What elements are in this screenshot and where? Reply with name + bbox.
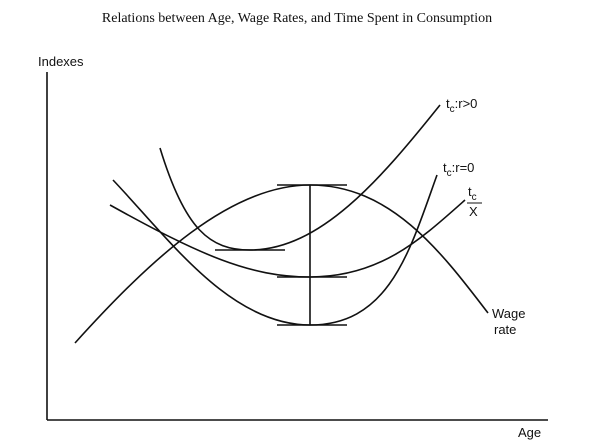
curve-label: rate (494, 322, 516, 337)
x-axis-label: Age (518, 425, 541, 440)
tc-x-curve (109, 199, 466, 278)
curve-label: X (469, 204, 478, 219)
curve-label: :r>0 (455, 96, 478, 111)
curve-label: tc (468, 184, 477, 203)
curve-label: tc:r=0 (443, 160, 474, 179)
curve-label: c (472, 192, 477, 203)
curve-label: c (447, 168, 452, 179)
tc-r-positive-curve (159, 104, 441, 251)
curve-label: t (443, 160, 447, 175)
y-axis-label: Indexes (38, 54, 84, 69)
curve-label: c (450, 104, 455, 115)
curve-label: tc:r>0 (446, 96, 477, 115)
title: Relations between Age, Wage Rates, and T… (102, 11, 492, 26)
curve-label: t (468, 184, 472, 199)
curve-label: :r=0 (452, 160, 475, 175)
wage-curve (74, 184, 489, 344)
curve-label: t (446, 96, 450, 111)
curve-label: Wage (492, 306, 525, 321)
